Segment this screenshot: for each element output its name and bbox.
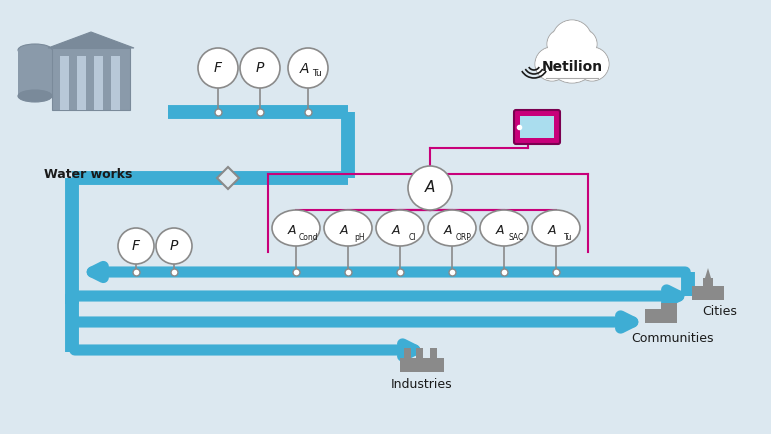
Bar xyxy=(77,56,86,110)
Circle shape xyxy=(575,47,608,80)
Bar xyxy=(94,56,103,110)
Text: A: A xyxy=(444,224,453,237)
Ellipse shape xyxy=(18,44,52,56)
Text: Cond: Cond xyxy=(298,233,318,241)
Bar xyxy=(52,48,130,110)
Ellipse shape xyxy=(272,210,320,246)
Circle shape xyxy=(553,20,591,59)
Text: A: A xyxy=(392,224,400,237)
Circle shape xyxy=(547,32,598,82)
Text: A: A xyxy=(340,224,348,237)
Circle shape xyxy=(536,47,568,80)
Text: A: A xyxy=(425,181,435,195)
Bar xyxy=(400,358,444,372)
Text: F: F xyxy=(214,61,222,75)
Bar xyxy=(60,56,69,110)
Bar xyxy=(645,309,667,323)
Ellipse shape xyxy=(480,210,528,246)
Circle shape xyxy=(552,20,592,60)
FancyBboxPatch shape xyxy=(514,110,560,144)
Circle shape xyxy=(547,30,577,59)
Text: A: A xyxy=(548,224,557,237)
Text: SAC: SAC xyxy=(508,233,524,241)
Circle shape xyxy=(240,48,280,88)
Bar xyxy=(662,303,678,323)
Polygon shape xyxy=(217,167,239,189)
Text: P: P xyxy=(170,239,178,253)
Bar xyxy=(703,278,713,300)
Bar xyxy=(520,116,554,138)
Polygon shape xyxy=(664,303,669,311)
Circle shape xyxy=(567,29,597,59)
Ellipse shape xyxy=(428,210,476,246)
Text: ORP: ORP xyxy=(456,233,472,241)
Text: A: A xyxy=(288,224,296,237)
Bar xyxy=(416,348,423,360)
Text: Tu: Tu xyxy=(312,69,322,79)
Circle shape xyxy=(198,48,238,88)
Bar xyxy=(111,56,120,110)
Ellipse shape xyxy=(18,90,52,102)
Text: Cities: Cities xyxy=(702,305,737,318)
Text: Tu: Tu xyxy=(564,233,572,241)
Text: P: P xyxy=(256,61,264,75)
Text: F: F xyxy=(132,239,140,253)
Circle shape xyxy=(408,166,452,210)
Text: Cl: Cl xyxy=(409,233,416,241)
Circle shape xyxy=(118,228,154,264)
Circle shape xyxy=(156,228,192,264)
Ellipse shape xyxy=(376,210,424,246)
Text: Communities: Communities xyxy=(631,332,713,345)
Polygon shape xyxy=(705,268,711,278)
Text: Netilion: Netilion xyxy=(541,60,603,74)
Circle shape xyxy=(575,47,609,81)
Circle shape xyxy=(546,31,598,83)
Polygon shape xyxy=(48,32,134,48)
Bar xyxy=(18,50,52,96)
Ellipse shape xyxy=(532,210,580,246)
Text: A: A xyxy=(300,62,309,76)
Circle shape xyxy=(288,48,328,88)
Text: Water works: Water works xyxy=(44,168,132,181)
Bar xyxy=(546,60,598,78)
Ellipse shape xyxy=(324,210,372,246)
Bar xyxy=(692,286,724,300)
Text: pH: pH xyxy=(355,233,365,241)
Text: A: A xyxy=(496,224,504,237)
Bar xyxy=(430,348,437,360)
Text: Industries: Industries xyxy=(391,378,453,391)
Bar xyxy=(404,348,411,360)
Circle shape xyxy=(535,47,569,81)
Circle shape xyxy=(567,30,597,59)
Circle shape xyxy=(547,29,577,59)
